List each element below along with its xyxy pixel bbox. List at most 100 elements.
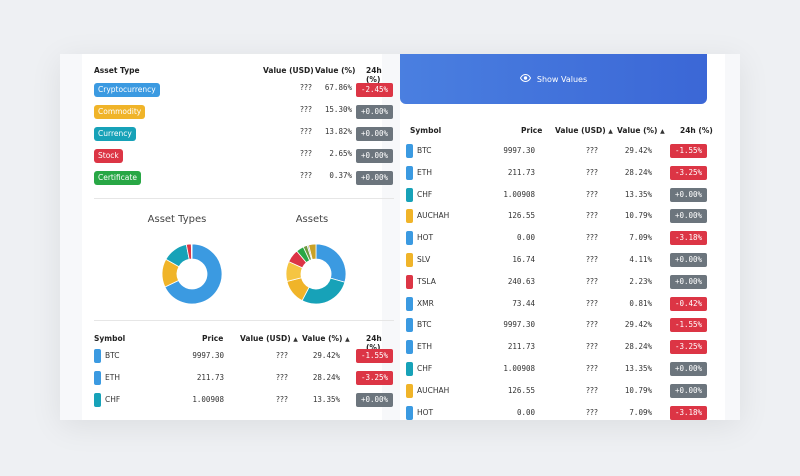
change-badge: -1.55% — [356, 349, 393, 363]
coin-symbol: BTC — [417, 146, 432, 155]
coin-color-marker — [406, 340, 413, 355]
coin-color-marker — [406, 405, 413, 420]
change-badge: +0.00% — [670, 362, 707, 376]
col-value-pct[interactable]: Value (%) ▲ — [617, 126, 665, 135]
coin-value-usd: ??? — [586, 167, 598, 177]
col-value-usd[interactable]: Value (USD) — [263, 66, 314, 75]
coin-value-pct: 2.23% — [629, 276, 652, 286]
coin-value-pct: 29.42% — [624, 320, 652, 330]
change-badge: -3.18% — [670, 231, 707, 246]
show-values-label: Show Values — [536, 74, 588, 84]
coin-value-usd: ??? — [586, 146, 598, 155]
col-value-usd[interactable]: Value (USD) ▲ — [555, 126, 613, 135]
coin-price: 211.73 — [507, 342, 535, 352]
col-value-usd[interactable]: Value (USD) ▲ — [240, 334, 298, 343]
coin-price: 126.55 — [507, 385, 535, 395]
coin-price: 211.73 — [507, 167, 535, 177]
coin-row[interactable]: ETH 211.73??? 28.24% -3.25% — [82, 367, 393, 389]
coin-value-usd: ??? — [586, 233, 598, 243]
change-badge: -3.25% — [356, 370, 393, 385]
app-frame: Asset Type Value (USD) Value (%) 24h (%)… — [60, 54, 740, 420]
show-values-button[interactable]: Show Values — [400, 54, 707, 104]
change-badge: +0.00% — [670, 187, 707, 202]
coin-row[interactable]: CHF 1.00908??? 13.35% +0.00% — [82, 389, 393, 411]
coin-price: 73.44 — [512, 298, 535, 308]
coin-row[interactable]: CHF 1.00908??? 13.35% +0.00% — [400, 184, 725, 206]
coin-row[interactable]: BTC 9997.30??? 29.42% -1.55% — [400, 314, 725, 336]
coin-value-pct: 13.35% — [624, 364, 652, 373]
value-pct: 67.86% — [324, 83, 352, 92]
asset-types-chart[interactable] — [160, 242, 224, 306]
value-usd: ??? — [300, 127, 312, 136]
coin-symbol: XMR — [417, 298, 434, 308]
change-badge: +0.00% — [356, 105, 393, 119]
asset-type-badge: Stock — [94, 149, 123, 163]
coin-value-pct: 13.35% — [624, 189, 652, 199]
coin-price: 240.63 — [507, 276, 535, 286]
coin-row[interactable]: CHF 1.00908??? 13.35% +0.00% — [400, 358, 725, 380]
col-asset-type[interactable]: Asset Type — [94, 66, 140, 75]
coin-row[interactable]: HOT 0.00??? 7.09% -3.18% — [400, 402, 725, 420]
col-24h[interactable]: 24h (%) — [680, 126, 713, 135]
col-24h[interactable]: 24h (%) — [366, 66, 382, 84]
coin-symbol: AUCHAH — [417, 211, 450, 221]
change-badge: -0.42% — [670, 296, 707, 311]
coin-row[interactable]: AUCHAH 126.55??? 10.79% +0.00% — [400, 380, 725, 402]
coin-price: 0.00 — [516, 233, 535, 243]
coin-color-marker — [406, 144, 413, 158]
coin-row[interactable]: XMR 73.44??? 0.81% -0.42% — [400, 293, 725, 315]
holdings-card: Show Values Symbol Price Value (USD) ▲ V… — [400, 54, 725, 420]
coin-row[interactable]: ETH 211.73??? 28.24% -3.25% — [400, 162, 725, 184]
coin-value-pct: 28.24% — [312, 372, 340, 382]
change-badge: +0.00% — [356, 171, 393, 185]
value-usd: ??? — [300, 105, 312, 114]
pie-slice-cryptocurrency[interactable] — [164, 243, 223, 305]
coin-value-usd: ??? — [586, 189, 598, 199]
coin-value-pct: 29.42% — [624, 146, 652, 155]
change-badge: -2.45% — [356, 83, 393, 97]
asset-type-row[interactable]: Currency??? 13.82% +0.00% — [82, 124, 393, 144]
coin-value-pct: 10.79% — [624, 385, 652, 395]
assets-chart[interactable] — [284, 242, 348, 306]
coin-row[interactable]: BTC 9997.30??? 29.42% -1.55% — [400, 140, 725, 162]
coin-color-marker — [406, 274, 413, 289]
col-symbol[interactable]: Symbol — [410, 126, 442, 135]
coin-value-pct: 13.35% — [312, 394, 340, 404]
coin-symbol: ETH — [105, 372, 120, 382]
coin-row[interactable]: SLV 16.74??? 4.11% +0.00% — [400, 249, 725, 271]
pie-slice-other[interactable] — [308, 243, 317, 260]
coin-row[interactable]: HOT 0.00??? 7.09% -3.18% — [400, 227, 725, 249]
asset-type-row[interactable]: Stock??? 2.65% +0.00% — [82, 146, 393, 166]
coin-value-usd: ??? — [586, 342, 598, 352]
asset-type-row[interactable]: Cryptocurrency??? 67.86% -2.45% — [82, 80, 393, 100]
col-price[interactable]: Price — [202, 334, 224, 343]
coin-row[interactable]: TSLA 240.63??? 2.23% +0.00% — [400, 271, 725, 293]
col-24h[interactable]: 24h (%) — [366, 334, 382, 352]
coin-price: 211.73 — [196, 372, 224, 382]
coin-color-marker — [94, 392, 101, 407]
coin-symbol: SLV — [417, 255, 431, 264]
coin-symbol: BTC — [417, 320, 432, 330]
pie-slice-certificate[interactable] — [190, 243, 193, 260]
coin-price: 16.74 — [512, 255, 535, 264]
coin-color-marker — [406, 231, 413, 246]
col-value-pct[interactable]: Value (%) — [315, 66, 356, 75]
coin-price: 1.00908 — [192, 394, 224, 404]
col-symbol[interactable]: Symbol — [94, 334, 126, 343]
coin-color-marker — [406, 318, 413, 333]
coin-row[interactable]: ETH 211.73??? 28.24% -3.25% — [400, 336, 725, 358]
coin-price: 0.00 — [516, 407, 535, 417]
asset-type-row[interactable]: Certificate??? 0.37% +0.00% — [82, 168, 393, 188]
pie-slice-btc[interactable] — [315, 243, 347, 283]
coin-value-usd: ??? — [276, 372, 288, 382]
value-usd: ??? — [300, 171, 312, 180]
coin-color-marker — [94, 349, 101, 363]
coin-value-usd: ??? — [586, 211, 598, 221]
col-value-pct[interactable]: Value (%) ▲ — [302, 334, 350, 343]
col-price[interactable]: Price — [521, 126, 543, 135]
asset-type-row[interactable]: Commodity??? 15.30% +0.00% — [82, 102, 393, 122]
pie-slice-eth[interactable] — [301, 277, 346, 305]
coin-row[interactable]: AUCHAH 126.55??? 10.79% +0.00% — [400, 205, 725, 227]
coin-row[interactable]: BTC 9997.30??? 29.42% -1.55% — [82, 345, 393, 367]
sort-caret-icon: ▲ — [608, 128, 613, 135]
